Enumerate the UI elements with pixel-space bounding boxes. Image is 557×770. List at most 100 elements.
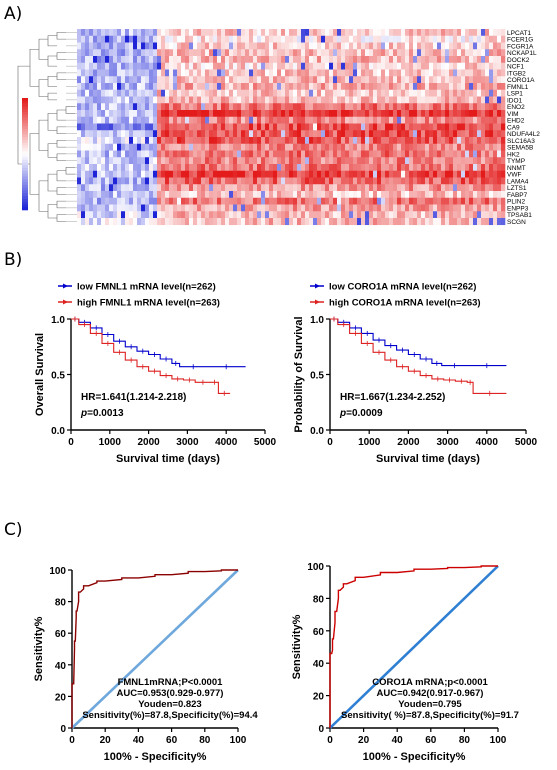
heatmap-cell <box>373 123 378 131</box>
heatmap-cell <box>105 123 110 131</box>
heatmap-cell <box>305 191 310 199</box>
heatmap-cell <box>473 130 478 138</box>
heatmap-cell <box>245 164 250 172</box>
heatmap-cell <box>201 110 206 118</box>
heatmap-cell <box>301 103 306 111</box>
heatmap-cell <box>137 62 142 70</box>
heatmap-cell <box>281 76 286 84</box>
heatmap-cell <box>149 130 154 138</box>
heatmap-cell <box>281 184 286 192</box>
heatmap-cell <box>489 157 494 165</box>
heatmap-cell <box>369 191 374 199</box>
heatmap-cell <box>157 103 162 111</box>
row-labels: LPCAT1FCER1GFCGR1ANCKAP1LDOCK2NCF1ITGB2C… <box>507 30 540 226</box>
heatmap-cell <box>201 137 206 145</box>
heatmap-cell <box>401 130 406 138</box>
heatmap-cell <box>429 116 434 124</box>
heatmap-cell <box>101 89 106 97</box>
heatmap-cell <box>369 96 374 104</box>
heatmap-cell <box>497 35 502 43</box>
heatmap-cell <box>133 177 138 185</box>
heatmap-cell <box>125 76 130 84</box>
heatmap-cell <box>445 123 450 131</box>
heatmap-cell <box>369 157 374 165</box>
heatmap-cell <box>177 170 182 178</box>
heatmap-cell <box>257 130 262 138</box>
heatmap-cell <box>453 123 458 131</box>
heatmap-cell <box>329 29 334 37</box>
heatmap-cell <box>385 137 390 145</box>
heatmap-cell <box>253 56 258 64</box>
heatmap-cell <box>497 137 502 145</box>
row-label: ENPP3 <box>507 205 529 212</box>
heatmap-cell <box>397 116 402 124</box>
heatmap-cell <box>277 218 282 226</box>
heatmap-cell <box>489 103 494 111</box>
heatmap-cell <box>177 35 182 43</box>
heatmap-cell <box>401 56 406 64</box>
heatmap-cell <box>457 49 462 57</box>
heatmap-cell <box>441 116 446 124</box>
heatmap-cell <box>273 137 278 145</box>
heatmap-cell <box>317 42 322 50</box>
heatmap-cell <box>437 137 442 145</box>
heatmap-cell <box>117 211 122 219</box>
heatmap-cell <box>169 211 174 219</box>
heatmap-cell <box>349 218 354 226</box>
heatmap-cell <box>413 35 418 43</box>
heatmap-cell <box>117 184 122 192</box>
heatmap-cell <box>129 62 134 70</box>
heatmap-cell <box>485 170 490 178</box>
heatmap-cell <box>101 116 106 124</box>
heatmap-cell <box>121 143 126 151</box>
heatmap-cell <box>409 164 414 172</box>
heatmap-cell <box>325 69 330 77</box>
heatmap-cell <box>401 116 406 124</box>
heatmap-cell <box>77 197 82 205</box>
heatmap-cell <box>313 123 318 131</box>
heatmap-cell <box>197 177 202 185</box>
heatmap-cell <box>177 69 182 77</box>
heatmap-cell <box>105 49 110 57</box>
heatmap-cell <box>397 62 402 70</box>
heatmap-cell <box>453 170 458 178</box>
heatmap-cell <box>437 197 442 205</box>
heatmap-cell <box>325 211 330 219</box>
heatmap-cell <box>149 191 154 199</box>
heatmap-cell <box>365 164 370 172</box>
heatmap-cell <box>165 197 170 205</box>
heatmap-cell <box>193 83 198 91</box>
heatmap-cell <box>361 137 366 145</box>
heatmap-cell <box>381 204 386 212</box>
heatmap-cell <box>429 69 434 77</box>
heatmap-cell <box>105 157 110 165</box>
heatmap-cell <box>281 218 286 226</box>
heatmap-cell <box>153 211 158 219</box>
heatmap-cell <box>145 157 150 165</box>
heatmap-cell <box>189 150 194 158</box>
heatmap-cell <box>261 130 266 138</box>
heatmap-cell <box>357 137 362 145</box>
heatmap-cell <box>393 137 398 145</box>
heatmap-cell <box>189 83 194 91</box>
heatmap-cell <box>277 211 282 219</box>
heatmap-cell <box>161 56 166 64</box>
heatmap-cell <box>485 29 490 37</box>
heatmap-cell <box>489 191 494 199</box>
heatmap-cell <box>149 177 154 185</box>
heatmap-cell <box>81 211 86 219</box>
heatmap-cell <box>101 184 106 192</box>
heatmap-cell <box>249 197 254 205</box>
heatmap-cell <box>217 35 222 43</box>
heatmap-cell <box>289 137 294 145</box>
legend-swatch <box>22 156 28 160</box>
heatmap-cell <box>405 130 410 138</box>
heatmap-cell <box>441 204 446 212</box>
heatmap-cell <box>477 150 482 158</box>
row-label: LAMA4 <box>507 178 529 185</box>
heatmap-cell <box>333 76 338 84</box>
heatmap-cell <box>357 35 362 43</box>
heatmap-cell <box>457 76 462 84</box>
heatmap-cell <box>365 177 370 185</box>
heatmap-cell <box>85 69 90 77</box>
